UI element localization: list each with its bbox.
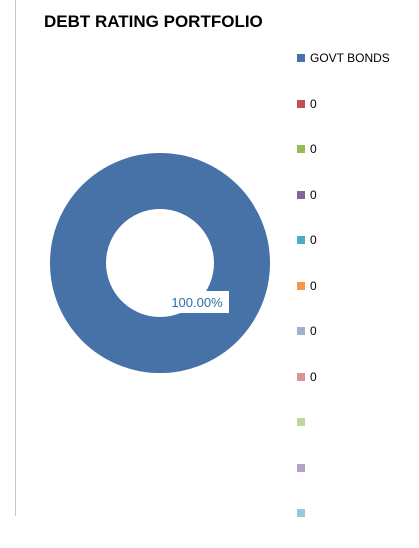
legend-item — [297, 502, 390, 548]
legend-swatch — [297, 236, 305, 244]
legend-item: 0 — [297, 229, 390, 275]
legend-label: 0 — [310, 142, 317, 156]
legend-item: 0 — [297, 366, 390, 412]
chart-title: DEBT RATING PORTFOLIO — [44, 12, 263, 31]
chart-legend: GOVT BONDS 0 0 0 0 0 0 0 — [297, 47, 390, 548]
legend-label: 0 — [310, 369, 317, 384]
legend-item: 0 — [297, 138, 390, 184]
legend-swatch — [297, 372, 305, 381]
legend-swatch — [297, 463, 305, 472]
legend-item — [297, 411, 390, 457]
legend-swatch — [297, 190, 305, 199]
donut-chart: 100.00% — [49, 152, 271, 374]
legend-swatch — [297, 281, 305, 290]
legend-label: 0 — [310, 187, 317, 202]
legend-label: 0 — [310, 324, 317, 338]
legend-item: GOVT BONDS — [297, 47, 390, 93]
legend-label: GOVT BONDS — [310, 51, 390, 65]
legend-item: 0 — [297, 275, 390, 321]
legend-item — [297, 457, 390, 503]
data-label-text: 100.00% — [171, 295, 223, 310]
legend-swatch — [297, 54, 305, 62]
legend-label: 0 — [310, 233, 317, 247]
legend-swatch — [297, 327, 305, 335]
legend-swatch — [297, 145, 305, 153]
legend-swatch — [297, 509, 305, 517]
data-label-0: 100.00% — [165, 291, 229, 313]
legend-swatch — [297, 99, 305, 108]
legend-item: 0 — [297, 93, 390, 139]
donut-slice-0 — [49, 152, 271, 374]
legend-label: 0 — [310, 278, 317, 293]
data-label-box — [165, 291, 229, 313]
legend-item: 0 — [297, 320, 390, 366]
legend-swatch — [297, 418, 305, 426]
legend-item: 0 — [297, 184, 390, 230]
chart-frame-line — [15, 0, 16, 516]
legend-label: 0 — [310, 96, 317, 111]
